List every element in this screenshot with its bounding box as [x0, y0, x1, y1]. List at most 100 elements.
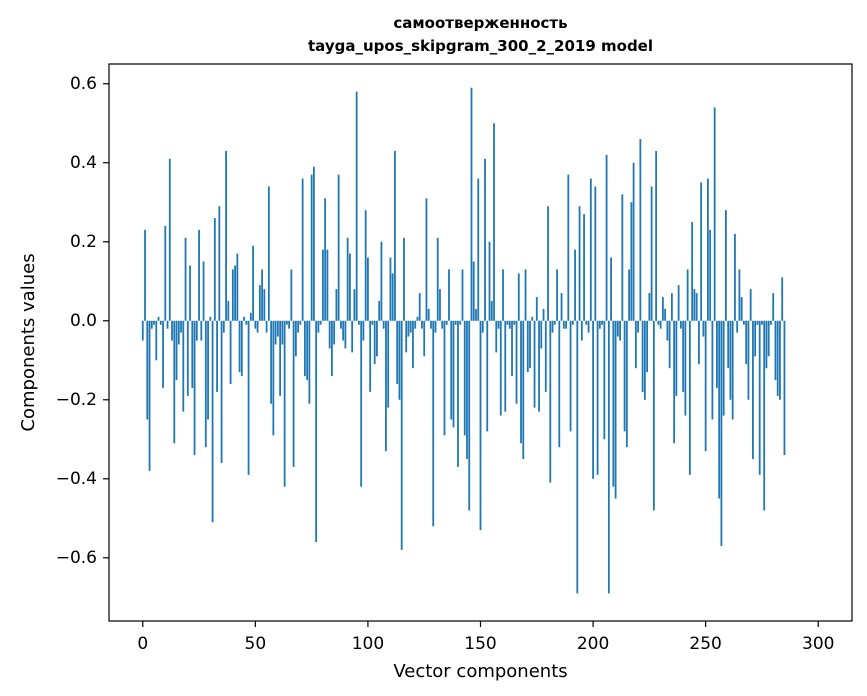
x-tick-label: 150 [464, 634, 496, 654]
bar [772, 293, 775, 321]
bar [481, 320, 484, 333]
bar [380, 241, 383, 321]
bar [756, 320, 759, 325]
bar [688, 320, 691, 475]
x-tick-label: 300 [802, 634, 834, 654]
chart-title: самоотверженность [393, 14, 567, 32]
bar [216, 320, 218, 392]
bar [362, 320, 365, 341]
bar [427, 308, 430, 321]
bar [261, 269, 263, 321]
bar [531, 316, 534, 321]
bar [168, 158, 171, 321]
bar [439, 289, 441, 321]
bar [743, 320, 745, 325]
bar [745, 320, 748, 365]
bar [749, 289, 752, 321]
bar [326, 249, 329, 321]
bar [587, 320, 590, 333]
y-axis-label: Components values [18, 253, 39, 431]
bar [616, 320, 619, 337]
bar [333, 320, 336, 345]
y-tick-label: 0.0 [70, 311, 97, 331]
bar [783, 320, 786, 456]
bar [477, 178, 480, 321]
bar [432, 320, 435, 527]
bar [324, 198, 327, 321]
bar [578, 206, 581, 321]
bar [389, 257, 392, 321]
bar [328, 320, 331, 349]
bar [195, 320, 198, 341]
x-tick-label: 200 [577, 634, 609, 654]
bar [317, 320, 320, 333]
bar [517, 273, 520, 321]
bar [358, 320, 360, 325]
bar [621, 194, 624, 321]
bar [479, 320, 482, 531]
bar [727, 320, 730, 369]
bar [207, 320, 209, 420]
bar [686, 269, 689, 321]
bar [488, 241, 491, 321]
bar [171, 320, 173, 341]
bar [666, 320, 669, 341]
y-tick-label: −0.6 [56, 548, 97, 568]
bar [607, 320, 610, 594]
bar [702, 320, 705, 337]
bar [639, 139, 642, 321]
bar [668, 320, 671, 369]
bar [661, 297, 664, 321]
bar [421, 320, 423, 329]
bar [758, 320, 761, 475]
bar [349, 253, 351, 321]
bar [398, 320, 401, 400]
bar [382, 320, 385, 329]
y-tick-label: 0.4 [70, 153, 97, 173]
bar [605, 154, 608, 321]
bar [592, 320, 594, 479]
bar [781, 277, 784, 321]
bar [403, 237, 405, 321]
bar [263, 289, 266, 321]
bar [146, 320, 149, 420]
bar [299, 320, 302, 325]
bar [729, 320, 732, 400]
bar [376, 320, 378, 357]
bar [508, 320, 511, 329]
bar [770, 320, 772, 325]
bar [716, 320, 718, 388]
bar [704, 320, 707, 452]
bar [700, 182, 703, 321]
bar [628, 269, 630, 321]
bar [310, 174, 313, 321]
bar [734, 233, 736, 321]
bar [463, 320, 466, 436]
bar [297, 320, 300, 333]
bar [506, 320, 509, 325]
bar [229, 320, 232, 384]
bar [540, 320, 543, 349]
bar [454, 320, 457, 325]
bar [544, 320, 547, 392]
bar [283, 320, 286, 487]
bar [227, 301, 230, 321]
bar [418, 293, 421, 321]
bar [303, 320, 306, 377]
bar [652, 320, 655, 511]
bar [558, 320, 561, 448]
bar [385, 320, 387, 452]
bar [202, 261, 205, 321]
bar [312, 166, 315, 321]
bar [452, 320, 455, 428]
bar [499, 320, 502, 416]
bar [551, 320, 554, 333]
bar [274, 320, 277, 345]
bar [245, 320, 248, 325]
bar [306, 320, 309, 381]
bar [610, 257, 612, 321]
bar [144, 229, 146, 321]
bar [180, 320, 182, 333]
bar [765, 320, 768, 369]
